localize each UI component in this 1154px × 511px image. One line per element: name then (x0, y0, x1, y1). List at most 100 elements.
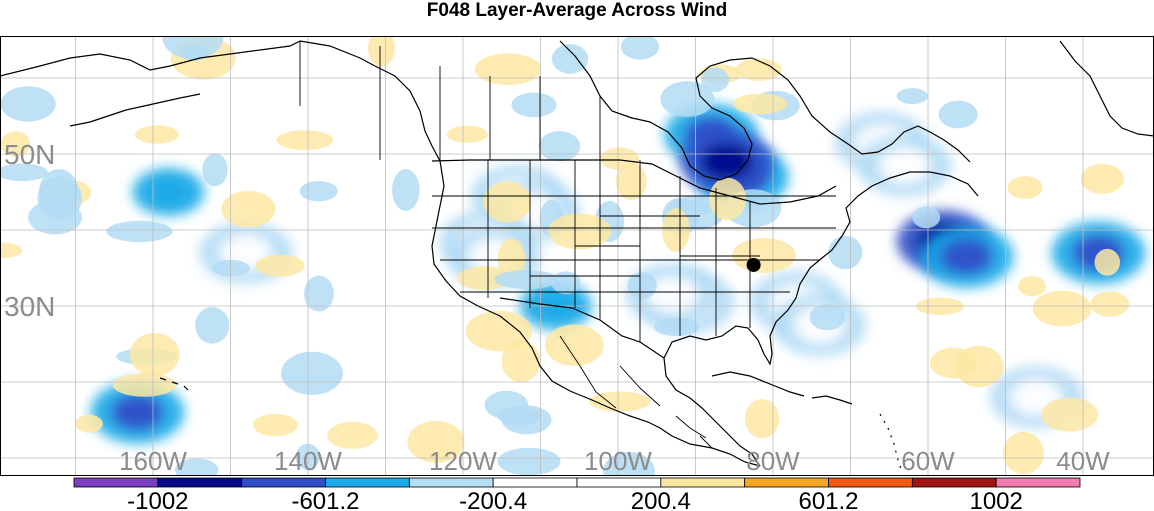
colorbar-box (408, 477, 494, 488)
colorbar-label: 1002 (969, 488, 1022, 511)
field-patch (276, 130, 334, 150)
field-patch (195, 306, 230, 344)
field-patch (1094, 248, 1121, 276)
colorbar-box (660, 477, 746, 488)
field-patch (253, 413, 298, 437)
point-marker (746, 257, 761, 272)
lesser-antilles (879, 413, 903, 473)
lon-label: 80W (746, 446, 800, 476)
hispaniola (811, 395, 853, 405)
gulf-coast (663, 171, 979, 467)
field-patch (255, 254, 305, 277)
field-patch (620, 36, 660, 60)
field-patch (304, 275, 334, 312)
field-patch (660, 81, 715, 117)
field-patch (497, 406, 541, 426)
field-patch (202, 153, 228, 187)
field-patch (709, 177, 747, 221)
field-patch (483, 181, 532, 223)
field-patch (299, 180, 338, 202)
colorbar-box (492, 477, 578, 488)
aleutians (69, 93, 201, 127)
field-patch (701, 67, 729, 93)
chart-title: F048 Layer-Average Across Wind (426, 0, 728, 21)
field-patch (497, 447, 561, 476)
field-patch (1007, 176, 1043, 199)
lon-label: 160W (119, 446, 187, 476)
coastlines-and-borders (0, 40, 1154, 473)
field-patch (954, 345, 1004, 388)
colorbar-label: 200.4 (631, 488, 691, 511)
field-patch (446, 125, 488, 143)
field-patch (457, 266, 511, 291)
field-patch (589, 391, 651, 412)
field-patch (0, 242, 23, 259)
map-panel: 50N 30N 160W 140W 120W 100W 80W 60W 40W (0, 36, 1154, 476)
field-patch (828, 235, 863, 270)
field-patch (392, 169, 420, 211)
field-blob (90, 381, 185, 444)
field-patch (551, 271, 581, 295)
field-patch (735, 58, 782, 81)
field-patch (548, 213, 611, 250)
field-patch (1041, 397, 1099, 432)
greenland-coast (1059, 40, 1154, 137)
field-patch (465, 310, 533, 352)
hawaii (159, 377, 189, 391)
field-blob (857, 134, 952, 197)
north-america-coastline (299, 40, 761, 467)
field-patch (212, 259, 250, 277)
field-patch (538, 131, 581, 162)
axis-labels: 50N 30N 160W 140W 120W 100W 80W 60W 40W (4, 139, 1110, 476)
field-patch (327, 421, 378, 449)
cuba (711, 371, 805, 397)
colorbar-box (995, 477, 1081, 488)
field-patch (744, 398, 780, 439)
colorbar-box (744, 477, 829, 488)
field-patch (501, 340, 541, 383)
field-patch (511, 92, 557, 118)
field-patch (912, 206, 941, 229)
field-patch (544, 324, 604, 367)
colorbar-label: -200.4 (459, 488, 527, 511)
field-patch (129, 333, 180, 377)
field-patch (135, 125, 179, 144)
field-patch (1017, 275, 1046, 297)
colorbar-label: -1002 (127, 488, 188, 511)
field-patch (0, 131, 31, 157)
field-patch (494, 270, 559, 289)
field-patch (474, 53, 542, 85)
us-canada-border (431, 159, 837, 205)
lon-label: 140W (274, 446, 342, 476)
colorbar-labels: -1002 -601.2 -200.4 200.4 601.2 1002 (127, 488, 1023, 511)
field-patch (1032, 290, 1092, 327)
field-patch (1003, 431, 1044, 475)
field-patch (162, 36, 224, 60)
map-svg: 50N 30N 160W 140W 120W 100W 80W 60W 40W (0, 36, 1154, 476)
colorbar: -1002 -601.2 -200.4 200.4 601.2 1002 (73, 477, 1081, 511)
colorbar-label: 601.2 (798, 488, 858, 511)
field-patch (0, 163, 48, 182)
field-patch (809, 304, 846, 331)
field-patch (221, 190, 276, 228)
field-patch (112, 373, 177, 397)
field-blob (679, 130, 774, 193)
colorbar-box (576, 477, 662, 488)
canada-province-borders (299, 41, 601, 160)
lon-label: 100W (584, 446, 652, 476)
field-patch (39, 169, 79, 213)
colorbar-box (157, 477, 243, 488)
field-patch (368, 36, 395, 67)
colorbar-box (911, 477, 997, 488)
field-patch (615, 162, 647, 201)
markers (746, 257, 761, 272)
field-patch (896, 88, 928, 105)
colorbar-box (828, 477, 913, 488)
field-patch (1080, 164, 1124, 194)
field-patch (938, 100, 978, 129)
field-patch (653, 317, 700, 337)
lat-label: 50N (4, 139, 55, 170)
colorbar-box (73, 477, 159, 488)
lon-label: 60W (901, 446, 955, 476)
field-patch (1090, 291, 1130, 317)
